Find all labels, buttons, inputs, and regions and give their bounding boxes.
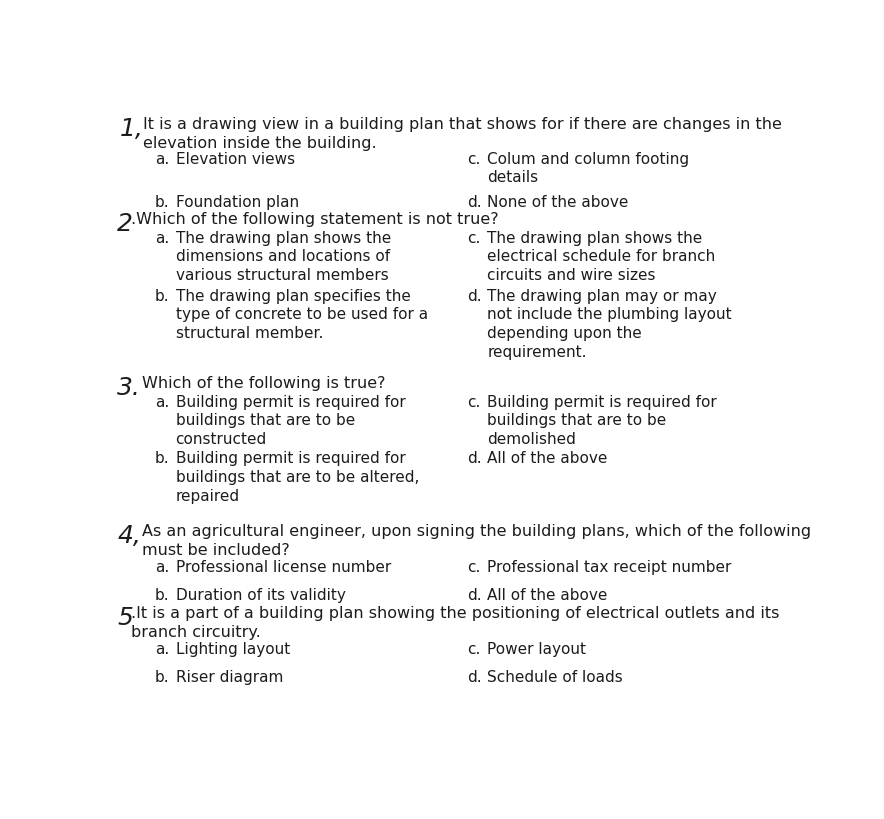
Text: 4,: 4, — [118, 524, 141, 548]
Text: Which of the following is true?: Which of the following is true? — [142, 376, 385, 391]
Text: The drawing plan may or may
not include the plumbing layout
depending upon the
r: The drawing plan may or may not include … — [487, 289, 732, 360]
Text: a.: a. — [155, 395, 169, 410]
Text: d.: d. — [467, 451, 482, 467]
Text: All of the above: All of the above — [487, 588, 607, 603]
Text: a.: a. — [155, 642, 169, 657]
Text: .Which of the following statement is not true?: .Which of the following statement is not… — [131, 212, 499, 227]
Text: 2: 2 — [118, 212, 133, 236]
Text: Colum and column footing
details: Colum and column footing details — [487, 152, 690, 185]
Text: b.: b. — [155, 588, 170, 603]
Text: b.: b. — [155, 451, 170, 467]
Text: Professional tax receipt number: Professional tax receipt number — [487, 560, 732, 575]
Text: d.: d. — [467, 195, 482, 210]
Text: c.: c. — [467, 642, 480, 657]
Text: The drawing plan specifies the
type of concrete to be used for a
structural memb: The drawing plan specifies the type of c… — [176, 289, 428, 341]
Text: Schedule of loads: Schedule of loads — [487, 670, 623, 685]
Text: Foundation plan: Foundation plan — [176, 195, 299, 210]
Text: c.: c. — [467, 231, 480, 246]
Text: 1,: 1, — [119, 117, 143, 141]
Text: The drawing plan shows the
dimensions and locations of
various structural member: The drawing plan shows the dimensions an… — [176, 231, 391, 283]
Text: Building permit is required for
buildings that are to be
constructed: Building permit is required for building… — [176, 395, 406, 447]
Text: 3.: 3. — [118, 376, 141, 400]
Text: c.: c. — [467, 560, 480, 575]
Text: c.: c. — [467, 395, 480, 410]
Text: c.: c. — [467, 152, 480, 167]
Text: Duration of its validity: Duration of its validity — [176, 588, 346, 603]
Text: a.: a. — [155, 152, 169, 167]
Text: d.: d. — [467, 588, 482, 603]
Text: a.: a. — [155, 560, 169, 575]
Text: Riser diagram: Riser diagram — [176, 670, 283, 685]
Text: Elevation views: Elevation views — [176, 152, 294, 167]
Text: b.: b. — [155, 289, 170, 304]
Text: a.: a. — [155, 231, 169, 246]
Text: d.: d. — [467, 289, 482, 304]
Text: Building permit is required for
buildings that are to be altered,
repaired: Building permit is required for building… — [176, 451, 419, 504]
Text: b.: b. — [155, 670, 170, 685]
Text: b.: b. — [155, 195, 170, 210]
Text: Professional license number: Professional license number — [176, 560, 391, 575]
Text: As an agricultural engineer, upon signing the building plans, which of the follo: As an agricultural engineer, upon signin… — [142, 524, 812, 558]
Text: All of the above: All of the above — [487, 451, 607, 467]
Text: Building permit is required for
buildings that are to be
demolished: Building permit is required for building… — [487, 395, 717, 447]
Text: The drawing plan shows the
electrical schedule for branch
circuits and wire size: The drawing plan shows the electrical sc… — [487, 231, 715, 283]
Text: Power layout: Power layout — [487, 642, 586, 657]
Text: It is a drawing view in a building plan that shows for if there are changes in t: It is a drawing view in a building plan … — [143, 117, 782, 151]
Text: Lighting layout: Lighting layout — [176, 642, 290, 657]
Text: d.: d. — [467, 670, 482, 685]
Text: None of the above: None of the above — [487, 195, 629, 210]
Text: .It is a part of a building plan showing the positioning of electrical outlets a: .It is a part of a building plan showing… — [131, 606, 780, 640]
Text: 5: 5 — [118, 606, 133, 630]
